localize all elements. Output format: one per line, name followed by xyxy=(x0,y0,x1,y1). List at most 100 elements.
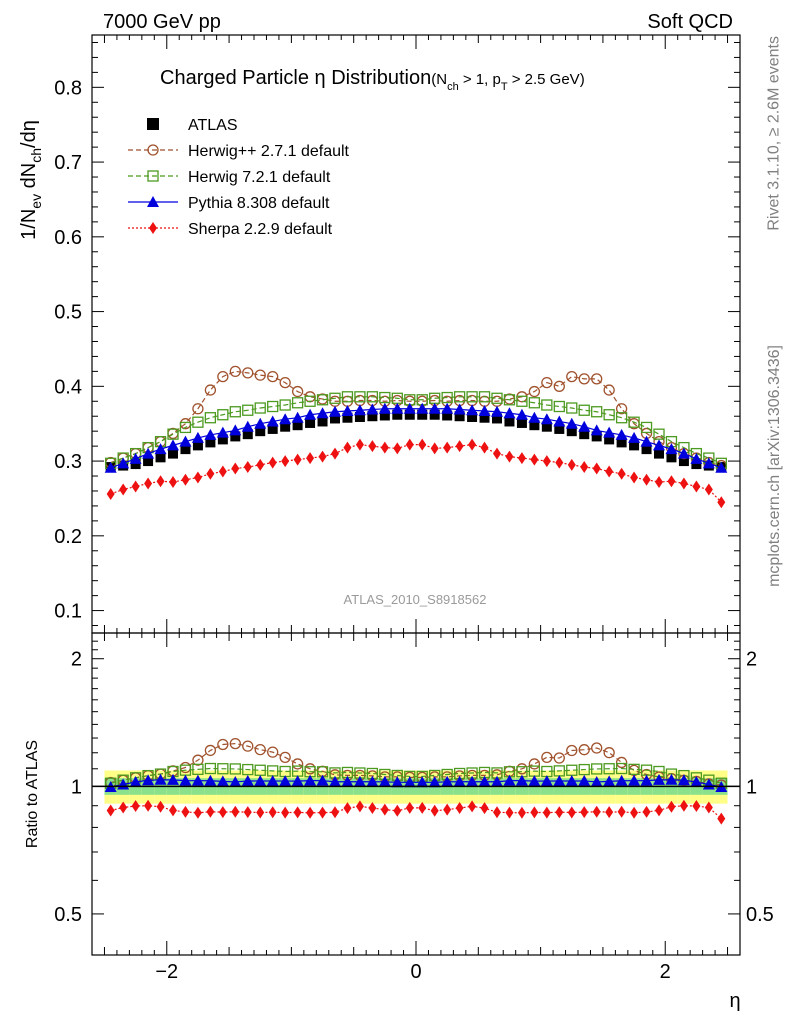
ratio-point xyxy=(355,800,364,813)
y-tick-label: 0.5 xyxy=(54,302,82,324)
ratio-point xyxy=(254,774,267,786)
data-point xyxy=(605,465,614,478)
data-point xyxy=(179,435,192,447)
data-point xyxy=(131,480,140,493)
ratio-point xyxy=(655,804,663,817)
ratio-point xyxy=(366,775,379,787)
data-point xyxy=(342,412,353,423)
data-point xyxy=(565,417,578,429)
data-point xyxy=(192,440,203,451)
data-point xyxy=(453,391,466,403)
data-point xyxy=(554,423,565,434)
data-point xyxy=(503,394,516,406)
data-point xyxy=(241,420,254,432)
data-point xyxy=(204,428,217,440)
ratio-point xyxy=(242,763,254,776)
legend-entry: Sherpa 2.2.9 default xyxy=(128,221,333,238)
ratio-point xyxy=(268,806,277,819)
y-tick-label: 0.3 xyxy=(54,451,82,473)
data-point xyxy=(279,376,291,389)
ratio-point xyxy=(229,737,241,750)
ratio-point xyxy=(605,806,614,819)
data-point xyxy=(443,441,452,454)
ratio-point xyxy=(216,775,229,787)
ratio-point xyxy=(478,775,491,787)
data-point xyxy=(530,453,539,466)
ratio-point xyxy=(217,763,229,775)
data-point xyxy=(379,410,390,421)
data-point xyxy=(192,416,204,428)
data-point xyxy=(578,373,590,385)
ratio-point xyxy=(131,799,140,812)
legend-entry: Herwig 7.2.1 default xyxy=(128,169,331,186)
data-point xyxy=(516,395,528,407)
data-point xyxy=(229,365,241,378)
header-right: Soft QCD xyxy=(647,11,733,33)
ratio-point xyxy=(217,738,229,751)
ratio-point xyxy=(380,803,389,816)
data-point xyxy=(578,404,590,416)
ratio-point xyxy=(378,775,391,787)
y-tick-label: 0.1 xyxy=(54,601,82,623)
data-point xyxy=(191,431,204,443)
ratio-point xyxy=(528,775,541,787)
data-point xyxy=(528,397,541,409)
series-line xyxy=(110,396,722,464)
data-point xyxy=(304,408,317,420)
data-point xyxy=(603,426,616,438)
ratio-point xyxy=(578,744,590,756)
data-point xyxy=(455,440,464,453)
ratio-point xyxy=(553,775,566,787)
data-point xyxy=(292,420,303,431)
data-point xyxy=(267,423,278,434)
data-point xyxy=(617,467,626,480)
data-point xyxy=(654,448,664,459)
ratio-point xyxy=(279,751,291,763)
ratio-point xyxy=(405,801,414,814)
data-point xyxy=(341,404,354,416)
ratio-tick-label-right: 0.5 xyxy=(746,904,774,926)
ratio-point xyxy=(229,763,241,775)
data-point xyxy=(466,404,479,416)
data-point xyxy=(566,402,578,414)
y-tick-label: 0.2 xyxy=(54,526,82,548)
data-point xyxy=(590,424,603,436)
data-point xyxy=(279,399,291,411)
data-point xyxy=(578,420,591,432)
ratio-point xyxy=(231,805,240,818)
data-point xyxy=(293,453,302,466)
data-point xyxy=(144,477,153,490)
data-point xyxy=(615,403,628,415)
ratio-tick-label: 0.5 xyxy=(54,904,82,926)
ratio-point xyxy=(192,763,204,776)
series-line xyxy=(110,370,722,467)
data-point xyxy=(604,434,615,445)
data-point xyxy=(179,421,192,434)
data-point xyxy=(206,467,215,480)
ratio-point xyxy=(491,775,503,787)
ratio-point xyxy=(453,775,466,787)
data-point xyxy=(354,411,365,422)
data-point xyxy=(505,450,514,463)
ratio-tick-label: 2 xyxy=(71,649,82,671)
data-point xyxy=(491,392,503,404)
ratio-point xyxy=(316,774,329,786)
data-point xyxy=(331,447,339,460)
data-point xyxy=(454,411,465,422)
data-point xyxy=(279,413,292,425)
ratio-point xyxy=(368,802,377,815)
ratio-point xyxy=(553,752,565,764)
data-point xyxy=(528,411,541,423)
ratio-point xyxy=(191,774,204,786)
analysis-tag: ATLAS_2010_S8918562 xyxy=(344,592,487,607)
data-point xyxy=(615,412,628,424)
ratio-point xyxy=(119,801,128,814)
data-point xyxy=(256,458,265,471)
data-point xyxy=(142,447,155,459)
data-point xyxy=(341,391,354,403)
ratio-point xyxy=(204,762,217,775)
ratio-point xyxy=(591,763,603,775)
ratio-point xyxy=(677,774,690,786)
data-point xyxy=(304,395,316,407)
series-pythia-8-308-default xyxy=(104,402,728,473)
